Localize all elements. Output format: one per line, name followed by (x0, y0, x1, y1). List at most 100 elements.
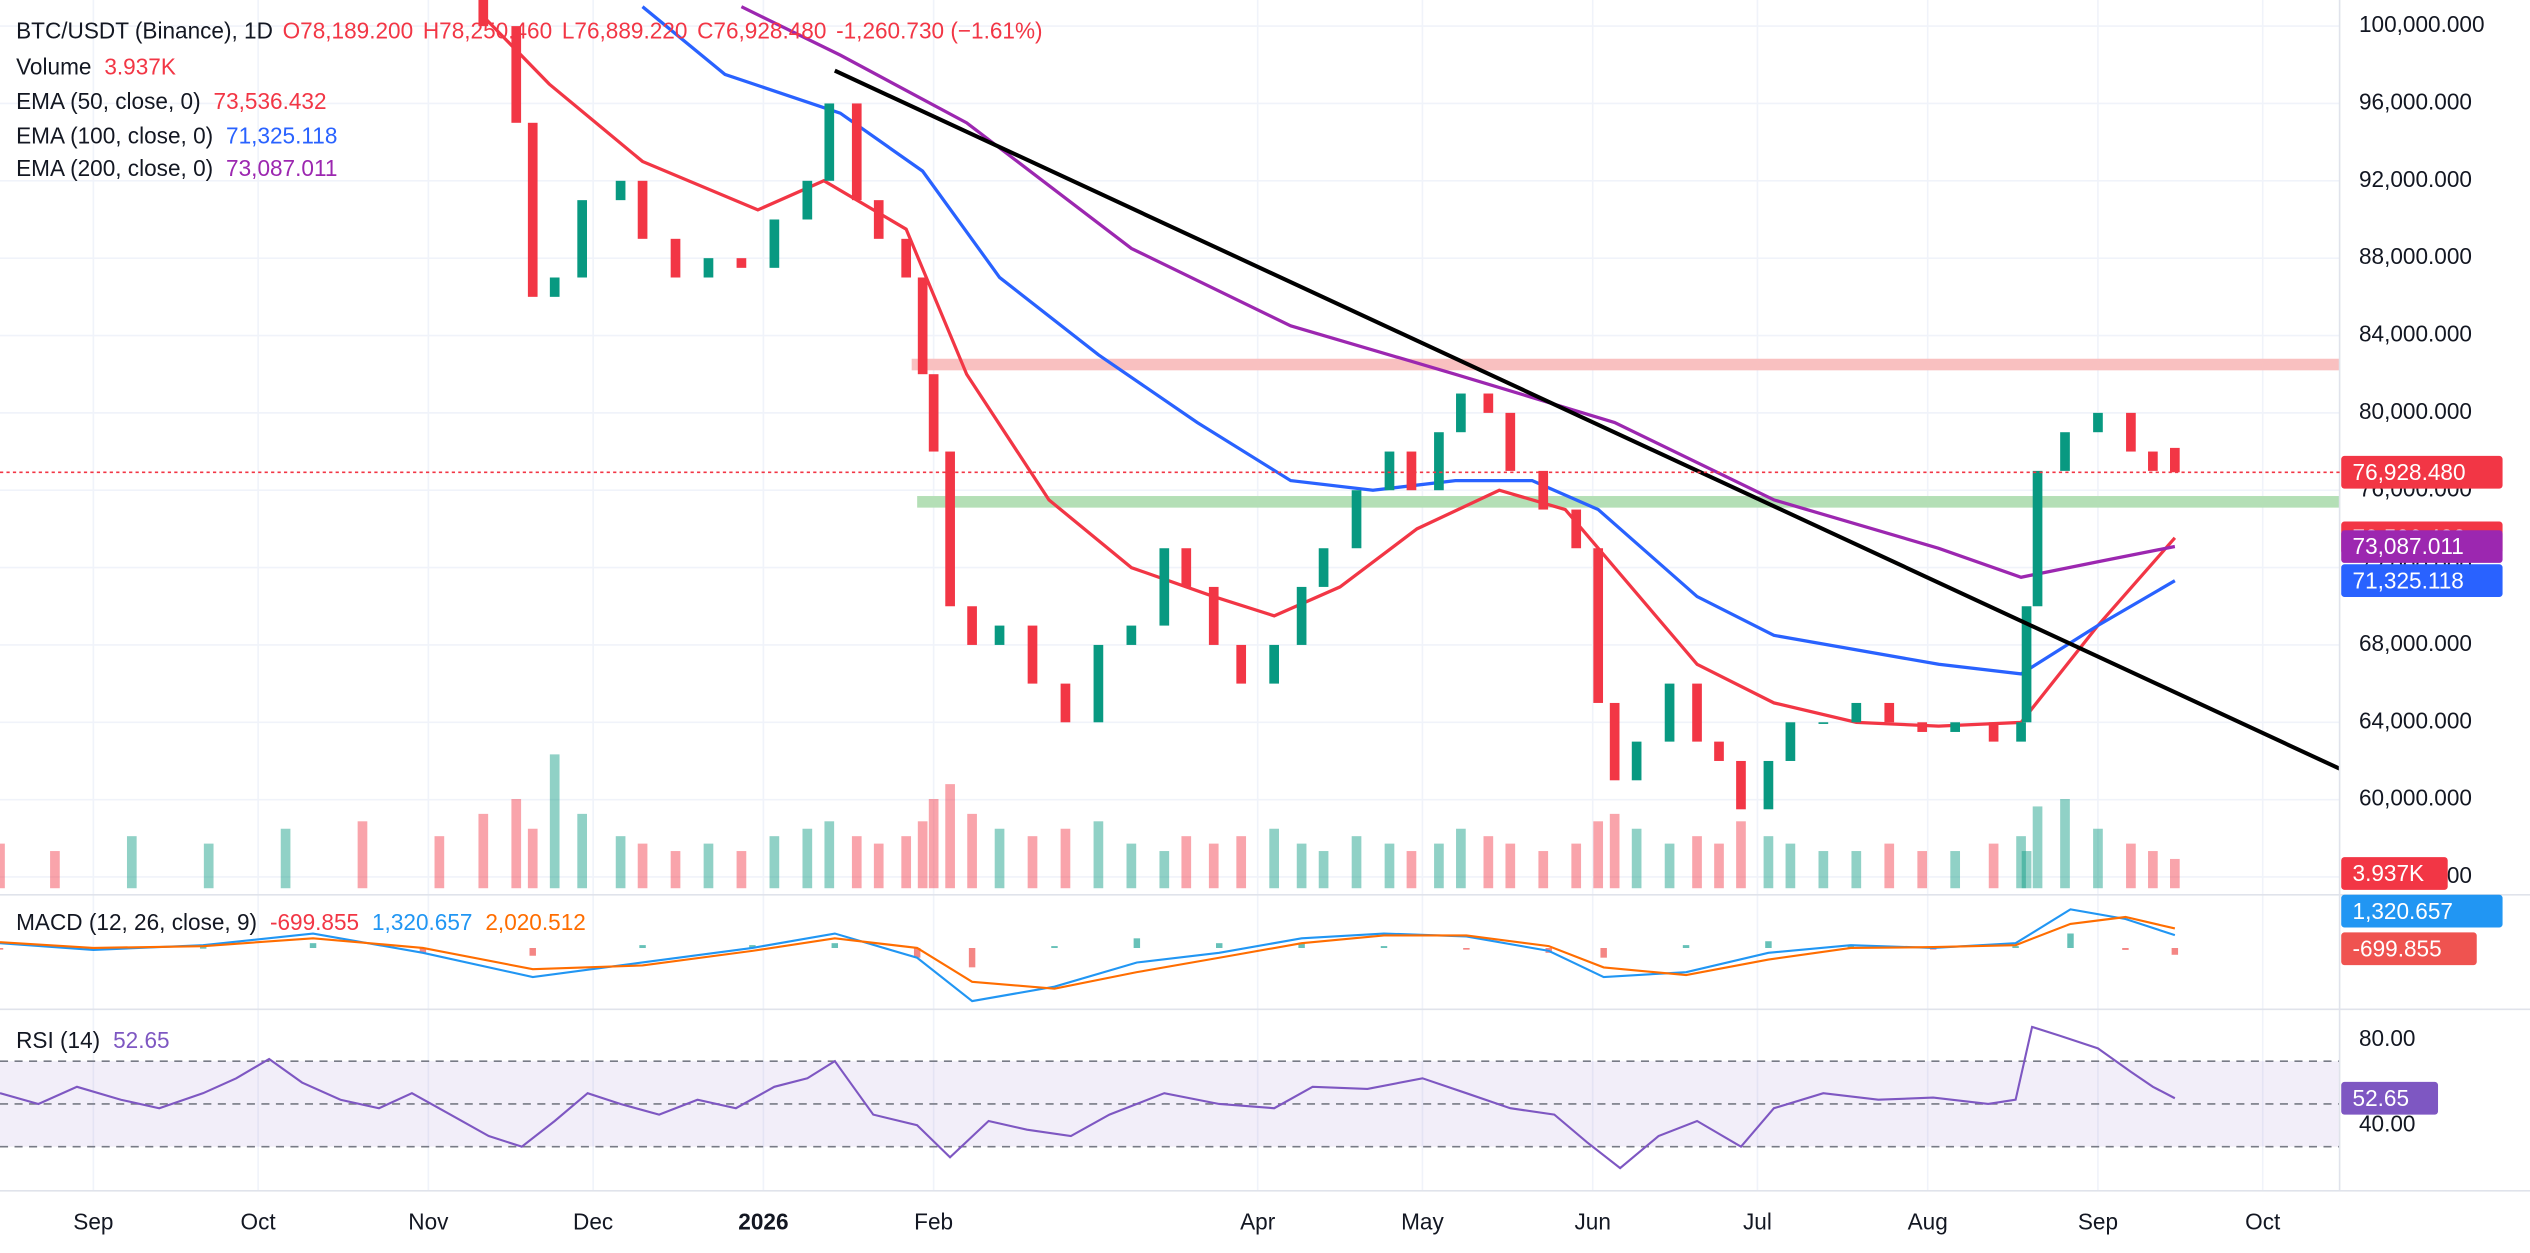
candle-body (1763, 760, 1774, 810)
candle-body (1917, 722, 1928, 732)
ema-line (740, 5, 2176, 579)
volume-bar (1950, 851, 1961, 889)
indicator-panes (0, 908, 2340, 1170)
ema-title: EMA (100, close, 0) (16, 122, 213, 148)
price-label: 73,087.011 (2353, 533, 2464, 559)
candle-body (2032, 470, 2043, 607)
macd-title: MACD (12, 26, close, 9) (16, 909, 257, 935)
volume-bar (1181, 836, 1192, 889)
candle-body (1692, 683, 1702, 742)
candle-body (549, 277, 560, 297)
zone (911, 358, 2340, 371)
price-label: 76,928.480 (2353, 459, 2466, 485)
price-label-box (2341, 1081, 2439, 1115)
candle-body (615, 180, 626, 201)
y-tick-label: 96,000.000 (2359, 88, 2472, 114)
y-tick-label: 84,000.000 (2359, 320, 2472, 346)
x-tick-label: Sep (73, 1208, 113, 1234)
macd-histogram (2122, 948, 2129, 950)
volume-bar (851, 836, 862, 889)
candle-body (1351, 490, 1362, 549)
y-tick-label: 64,000.000 (2359, 707, 2472, 733)
legend: BTC/USDT (Binance), 1D O78,189.200 H78,250… (16, 18, 1042, 1053)
macd-histogram (1216, 943, 1223, 949)
volume-title: Volume (16, 54, 91, 80)
ema-legend: EMA (100, close, 0) 71,325.118 (16, 122, 337, 148)
x-tick-label: Dec (573, 1208, 613, 1234)
macd-histogram (1463, 948, 1470, 950)
x-tick-label: May (1401, 1208, 1444, 1234)
candle-body (1988, 722, 1999, 742)
candle-body (577, 200, 587, 278)
candle-body (1818, 722, 1829, 724)
candle-body (1434, 432, 1444, 491)
macd-histogram (831, 943, 839, 949)
volume-bar (736, 851, 747, 889)
macd-hist-value: -699.855 (270, 909, 359, 935)
volume-bar (703, 843, 714, 889)
macd-histogram (0, 948, 4, 950)
candle-body (1736, 760, 1746, 810)
ema-value: 73,087.011 (226, 155, 337, 181)
price-label-box (2341, 564, 2503, 597)
x-tick-label: Jul (1743, 1208, 1772, 1234)
macd-histogram (749, 945, 756, 949)
macd-histogram (309, 943, 317, 949)
candle-body (1181, 548, 1192, 587)
volume-bar (1818, 851, 1829, 889)
grid (0, 0, 2340, 1191)
volume-bar (527, 828, 538, 889)
candle-body (478, 0, 489, 27)
candle-body (1851, 702, 1862, 723)
volume-bar (1917, 851, 1928, 889)
volume-bar (1851, 851, 1862, 889)
volume-bar (769, 836, 780, 889)
volume-bar (1406, 851, 1417, 889)
volume-bar (2148, 851, 2158, 889)
volume-bar (1664, 843, 1675, 889)
volume-bar (967, 813, 977, 889)
high: H78,250.460 (423, 18, 552, 44)
candle-body (1406, 451, 1417, 491)
ema-legend: EMA (200, close, 0) 73,087.011 (16, 155, 337, 181)
signal-value: 2,020.512 (485, 909, 585, 935)
price-label: 3.937K (2353, 860, 2425, 886)
volume-bar (1538, 851, 1549, 889)
volume-bar (2060, 798, 2070, 889)
rsi-title: RSI (14) (16, 1027, 100, 1053)
volume-bar (1318, 851, 1329, 889)
y-tick-label: 60,000.000 (2359, 785, 2472, 811)
volume-bar (615, 836, 626, 889)
candle-body (1884, 702, 1895, 723)
volume-bar (1027, 836, 1038, 889)
volume-bar (1126, 843, 1137, 889)
header: BTC/USDT (Binance), 1D O78,189.200 H78,250… (16, 18, 1042, 44)
x-tick-label: Apr (1240, 1208, 1276, 1234)
volume-bar (1456, 828, 1466, 889)
candle-body (1093, 644, 1104, 723)
volume-bar (1609, 813, 1620, 889)
candle-body (945, 451, 955, 607)
candle-body (1060, 683, 1071, 723)
ema-title: EMA (200, close, 0) (16, 155, 213, 181)
zone (917, 496, 2340, 508)
volume-bar (1593, 821, 1604, 889)
volume-bar (50, 851, 60, 889)
candle-body (1609, 702, 1620, 781)
price-label-box (2341, 455, 2503, 489)
macd-histogram (1051, 946, 1058, 949)
ema-line (641, 5, 2176, 676)
rsi-line (0, 1025, 2176, 1170)
price-label-box (2341, 894, 2503, 928)
volume-bar (549, 754, 560, 889)
candle-body (1631, 741, 1642, 781)
candle-body (2126, 412, 2136, 452)
macd-value: 1,320.657 (372, 909, 472, 935)
price-label-box (2341, 530, 2503, 563)
candle-body (2093, 412, 2103, 433)
price-label: 71,325.118 (2353, 567, 2464, 593)
x-tick-label: Oct (2245, 1208, 2281, 1234)
macd-histogram (529, 948, 536, 956)
open: O78,189.200 (283, 18, 414, 44)
candle-body (2060, 432, 2070, 471)
